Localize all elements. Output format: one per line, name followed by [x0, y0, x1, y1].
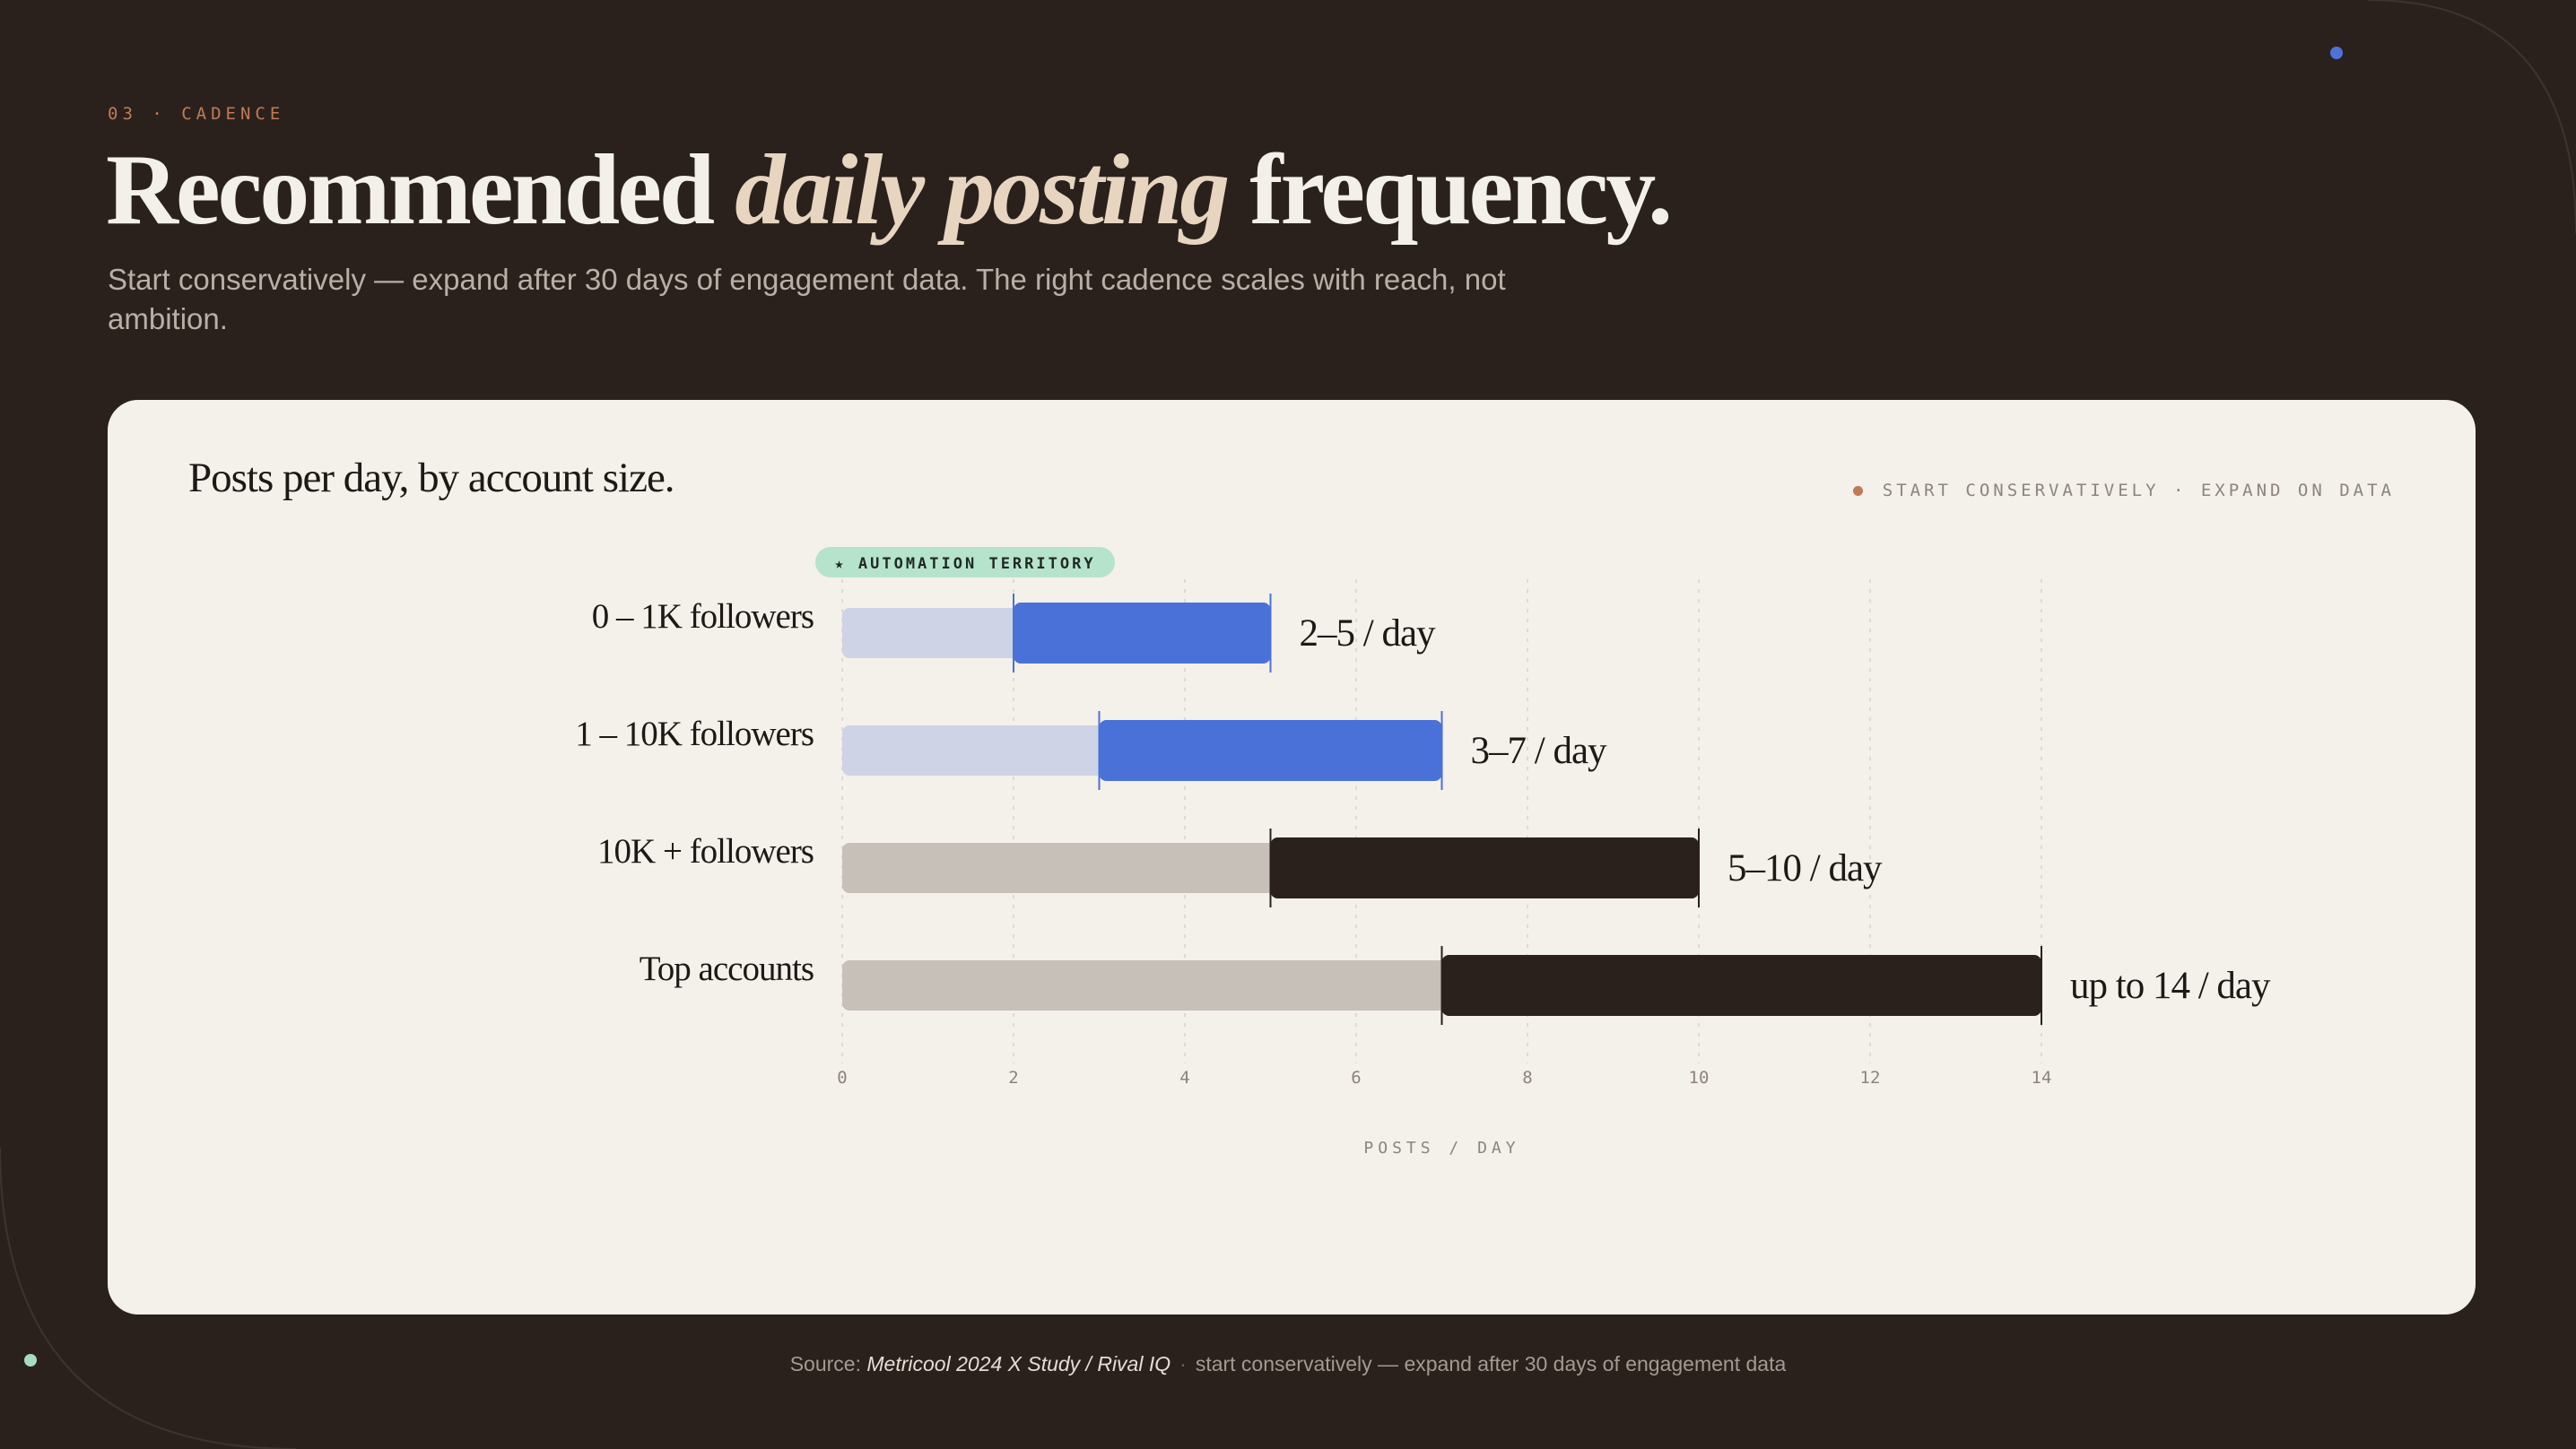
x-tick-label: 12 — [1860, 1068, 1881, 1088]
legend-dot — [1852, 485, 1863, 496]
accent-dot-mint — [24, 1354, 37, 1367]
x-tick-label: 6 — [1351, 1068, 1361, 1088]
headline-part-1: Recommended — [106, 134, 735, 246]
chart-title: Posts per day, by account size. — [188, 455, 675, 501]
footer-separator: · — [1179, 1352, 1187, 1375]
bar-range — [1099, 720, 1442, 781]
bar-track — [842, 608, 1021, 658]
footer-source: Metricool 2024 X Study / Rival IQ — [866, 1352, 1171, 1375]
annotation-pill — [815, 547, 1115, 577]
category-label: 1 – 10K followers — [575, 715, 814, 753]
footer-prefix: Source: — [789, 1352, 867, 1375]
bar-value-label: 5–10 / day — [1727, 847, 1883, 889]
x-tick-label: 14 — [2032, 1068, 2052, 1088]
annotation-label: ★ AUTOMATION TERRITORY — [834, 555, 1095, 573]
bar-value-label: 2–5 / day — [1300, 612, 1437, 655]
bar-range — [1441, 955, 2041, 1016]
category-label: Top accounts — [640, 950, 814, 988]
bar-track — [842, 960, 1449, 1011]
x-tick-label: 8 — [1522, 1068, 1532, 1088]
page-subtitle: Start conservatively — expand after 30 d… — [108, 263, 1506, 335]
bar-range — [1270, 837, 1699, 898]
chart-legend: START CONSERVATIVELY · EXPAND ON DATA — [1852, 481, 2395, 500]
category-label: 0 – 1K followers — [592, 597, 814, 636]
legend-label: START CONSERVATIVELY · EXPAND ON DATA — [1882, 481, 2395, 500]
x-axis-label: POSTS / DAY — [1363, 1139, 1519, 1158]
x-tick-label: 0 — [837, 1068, 847, 1088]
section-eyebrow: 03 · CADENCE — [108, 104, 285, 124]
x-tick-label: 4 — [1179, 1068, 1189, 1088]
page-headline: Recommended daily posting frequency. — [106, 134, 1673, 247]
range-bar-chart: 0 2 4 6 8 10 12 14 POSTS / DAY 0 – 1K followers 2–… — [575, 547, 2272, 1158]
footer-note: start conservatively — expand after 30 d… — [1195, 1352, 1787, 1375]
bar-range — [1014, 603, 1271, 664]
category-label: 10K + followers — [597, 832, 814, 871]
x-tick-label: 2 — [1008, 1068, 1018, 1088]
x-tick-label: 10 — [1689, 1068, 1710, 1088]
bar-track — [842, 725, 1107, 776]
bar-value-label: up to 14 / day — [2070, 965, 2271, 1007]
accent-dot-blue — [2330, 47, 2343, 59]
chart-card: Posts per day, by account size. START CO… — [108, 400, 2476, 1315]
bar-value-label: 3–7 / day — [1471, 730, 1608, 772]
source-footer: Source: Metricool 2024 X Study / Rival I… — [0, 1352, 2576, 1376]
headline-emphasis: daily posting — [735, 134, 1230, 246]
bar-track — [842, 843, 1278, 893]
headline-part-2: frequency. — [1227, 134, 1673, 246]
